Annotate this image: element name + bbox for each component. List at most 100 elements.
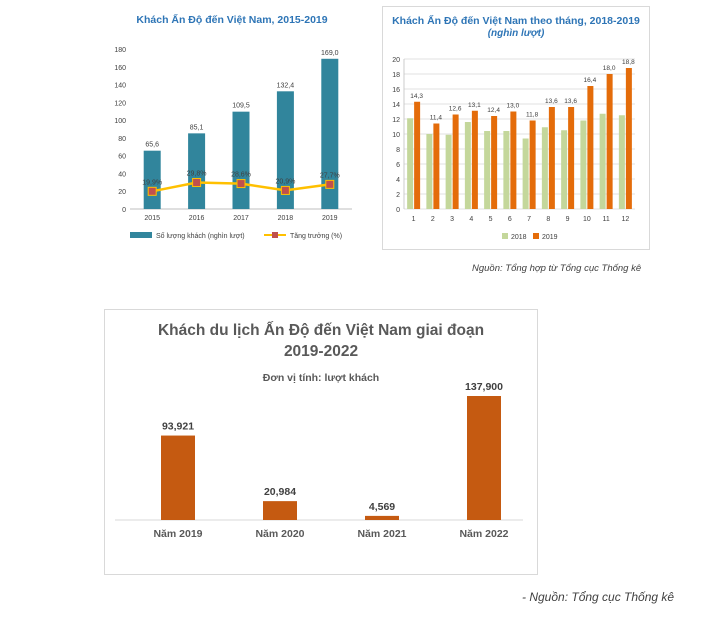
chart-visitors-2019-2022: Khách du lịch Ấn Độ đến Việt Nam giai đo… bbox=[104, 309, 538, 575]
chart2-bar-2018 bbox=[522, 138, 529, 209]
chart2-bar-label: 13,6 bbox=[545, 98, 558, 105]
chart1-y-tick-label: 0 bbox=[122, 207, 126, 214]
chart2-bar-2018 bbox=[503, 131, 510, 209]
chart2-x-tick-label: 11 bbox=[602, 216, 609, 223]
chart1-bar-label: 65,6 bbox=[145, 142, 159, 149]
chart2-bar-label: 12,4 bbox=[487, 107, 500, 114]
chart1-x-tick-label: 2018 bbox=[278, 215, 294, 222]
chart2-bar-label: 16,4 bbox=[584, 77, 597, 84]
chart2-y-tick-label: 18 bbox=[392, 72, 400, 79]
chart3-x-tick-label: Năm 2022 bbox=[459, 528, 508, 540]
chart2-bar-2018 bbox=[618, 115, 625, 209]
chart2-x-tick-label: 2 bbox=[431, 216, 435, 223]
chart2-x-tick-label: 1 bbox=[412, 216, 416, 223]
chart3-bar bbox=[365, 515, 399, 520]
chart1-title: Khách Ấn Độ đến Việt Nam, 2015-2019 bbox=[136, 14, 328, 26]
chart2-bar-2019 bbox=[510, 111, 517, 209]
chart2-bar-label: 13,0 bbox=[507, 103, 520, 110]
chart3-unit: Đơn vị tính: lượt khách bbox=[262, 372, 380, 384]
chart2-bar-2019 bbox=[433, 123, 440, 209]
chart1-x-tick-label: 2017 bbox=[233, 215, 249, 222]
chart1-growth-label: 28,6% bbox=[231, 172, 251, 179]
chart2-bar-2018 bbox=[599, 113, 606, 209]
chart3-svg: 93,921 Năm 2019 20,984 Năm 2020 4,569 Năm 202… bbox=[115, 381, 523, 540]
chart1-bar bbox=[321, 58, 339, 210]
chart2-y-tick-label: 8 bbox=[396, 147, 400, 154]
chart2-bar-label: 12,6 bbox=[449, 106, 462, 113]
chart3-bar bbox=[467, 396, 501, 520]
chart3-title-line1: Khách du lịch Ấn Độ đến Việt Nam giai đo… bbox=[157, 322, 485, 339]
chart2-bar-label: 13,6 bbox=[564, 98, 577, 105]
chart2-bar-label: 11,8 bbox=[526, 112, 539, 119]
chart2-bar-2019 bbox=[529, 120, 536, 209]
chart2-x-tick-label: 7 bbox=[527, 216, 531, 223]
chart2-bar-2019 bbox=[548, 107, 555, 209]
chart1-growth-marker bbox=[192, 178, 202, 188]
chart1-growth-label: 20,9% bbox=[275, 178, 295, 185]
chart1-y-tick-label: 100 bbox=[114, 118, 126, 125]
chart1-y-tick-label: 60 bbox=[118, 154, 126, 161]
chart1-growth-marker bbox=[147, 186, 157, 196]
source-note-bottom: - Nguồn: Tổng cục Thống kê bbox=[522, 590, 675, 604]
chart1-bar bbox=[232, 111, 250, 209]
chart1-legend-label-bars: Số lượng khách (nghìn lượt) bbox=[156, 231, 245, 240]
chart2-legend-label-2018: 2018 bbox=[511, 234, 527, 241]
chart2-y-tick-label: 2 bbox=[396, 192, 400, 199]
chart-visitors-2015-2019: Khách Ấn Độ đến Việt Nam, 2015-2019 0 20 4… bbox=[102, 6, 362, 250]
chart2-y-tick-label: 16 bbox=[392, 87, 400, 94]
chart2-x-tick-label: 12 bbox=[621, 216, 629, 223]
chart1-svg: 0 20 40 60 80 100 120 140 160 180 65,6 2015 85,1 2016… bbox=[114, 47, 352, 240]
chart1-bar-label: 169,0 bbox=[321, 50, 339, 57]
chart2-bar-2019 bbox=[491, 116, 498, 209]
chart2-bar-2018 bbox=[580, 120, 587, 209]
chart3-x-tick-label: Năm 2020 bbox=[255, 528, 304, 540]
source-note-top: Nguồn: Tổng hợp từ Tổng cục Thống kê bbox=[472, 263, 642, 274]
chart3-bar-label: 93,921 bbox=[162, 421, 194, 433]
chart2-y-tick-label: 6 bbox=[396, 162, 400, 169]
chart2-bar-2019 bbox=[414, 101, 421, 209]
chart2-bar-label: 11,4 bbox=[430, 115, 443, 122]
chart-monthly-2018-2019: Khách Ấn Độ đến Việt Nam theo tháng, 201… bbox=[382, 6, 650, 250]
chart2-bar-2018 bbox=[426, 134, 433, 209]
chart1-growth-label: 19,9% bbox=[142, 179, 162, 186]
chart2-bar-label: 18,0 bbox=[603, 65, 616, 72]
chart1-x-tick-label: 2019 bbox=[322, 215, 338, 222]
chart1-bar-label: 109,5 bbox=[232, 103, 250, 110]
chart1-growth-marker bbox=[236, 179, 246, 189]
chart2-x-tick-label: 10 bbox=[583, 216, 591, 223]
chart1-y-tick-label: 120 bbox=[114, 100, 126, 107]
chart1-legend-swatch-bars bbox=[130, 232, 152, 238]
chart2-y-tick-label: 0 bbox=[396, 207, 400, 214]
chart2-legend-swatch-2019 bbox=[533, 233, 539, 239]
chart3-x-tick-label: Năm 2021 bbox=[357, 528, 406, 540]
chart2-legend-label-2019: 2019 bbox=[542, 234, 558, 241]
chart1-growth-label: 27,7% bbox=[320, 172, 340, 179]
chart3-title-line2: 2019-2022 bbox=[283, 343, 359, 360]
chart1-x-tick-label: 2016 bbox=[189, 215, 205, 222]
chart2-x-tick-label: 6 bbox=[508, 216, 512, 223]
chart2-bar-2019 bbox=[606, 74, 613, 209]
chart2-bar-2019 bbox=[568, 107, 575, 209]
chart1-y-tick-label: 20 bbox=[118, 189, 126, 196]
chart3-bar bbox=[161, 435, 195, 520]
chart1-y-tick-label: 80 bbox=[118, 136, 126, 143]
chart2-bar-2019 bbox=[471, 110, 478, 209]
chart2-y-tick-label: 14 bbox=[392, 102, 400, 109]
chart1-bar bbox=[276, 91, 294, 209]
chart2-x-tick-label: 8 bbox=[546, 216, 550, 223]
chart2-y-tick-label: 10 bbox=[392, 132, 400, 139]
chart2-y-tick-label: 20 bbox=[392, 57, 400, 64]
chart2-title: Khách Ấn Độ đến Việt Nam theo tháng, 201… bbox=[392, 15, 640, 27]
chart2-bar-2018 bbox=[484, 131, 491, 209]
chart2-bar-label: 18,8 bbox=[622, 59, 635, 66]
chart2-bar-2018 bbox=[464, 122, 471, 209]
chart2-bar-2018 bbox=[445, 134, 452, 209]
chart3-bar-label: 4,569 bbox=[369, 501, 395, 513]
chart3-bar-label: 20,984 bbox=[264, 486, 296, 498]
chart3-bar-label: 137,900 bbox=[465, 381, 503, 393]
chart2-bar-2019 bbox=[452, 114, 459, 209]
chart1-growth-marker bbox=[325, 179, 335, 189]
chart2-subtitle: (nghìn lượt) bbox=[487, 28, 545, 39]
chart1-y-tick-label: 160 bbox=[114, 65, 126, 72]
chart1-bar-label: 132,4 bbox=[277, 82, 295, 89]
